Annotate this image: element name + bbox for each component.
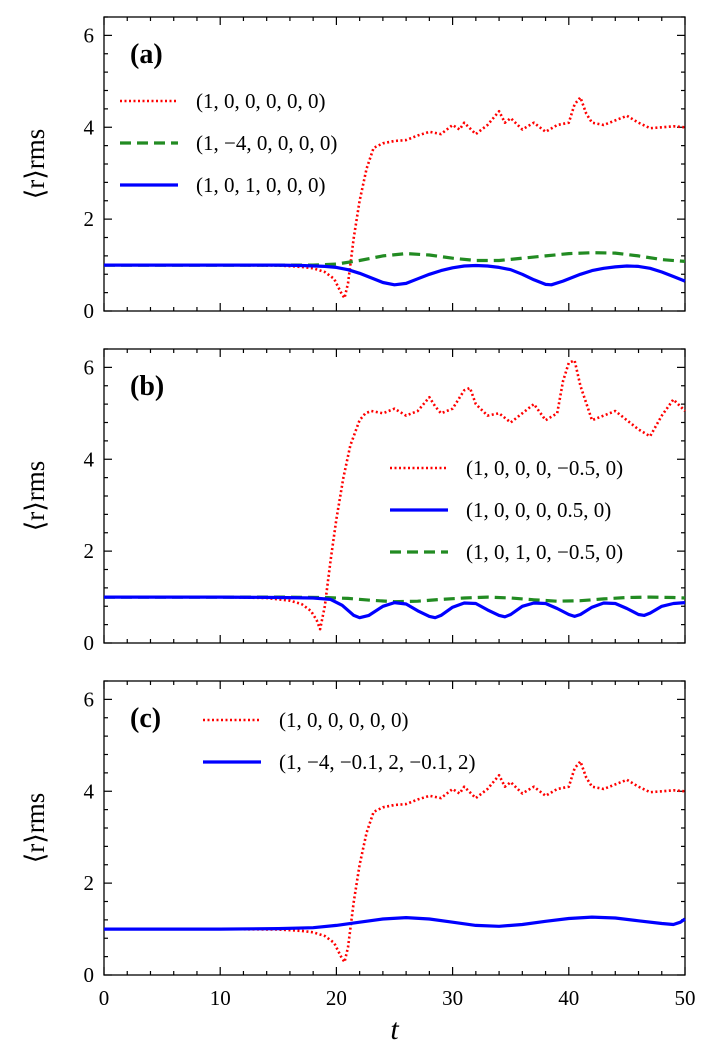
series-line xyxy=(104,96,686,300)
legend-label: (1, 0, 0, 0, 0, 0) xyxy=(279,708,409,732)
x-tick-labels: 0 10 20 30 40 50 xyxy=(99,986,696,1010)
y-tick-labels: 0 2 4 6 xyxy=(84,355,95,655)
y-tick-label: 0 xyxy=(84,963,95,987)
legend: (1, 0, 0, 0, 0, 0) (1, −4, −0.1, 2, −0.1… xyxy=(203,708,476,774)
y-tick-label: 4 xyxy=(84,115,95,139)
y-tick-label: 6 xyxy=(84,687,95,711)
y-tick-label: 0 xyxy=(84,299,95,323)
legend: (1, 0, 0, 0, −0.5, 0) (1, 0, 0, 0, 0.5, … xyxy=(390,456,623,564)
legend-label: (1, 0, 1, 0, 0, 0) xyxy=(196,173,326,197)
y-axis-label: ⟨r⟩rms xyxy=(20,129,50,200)
x-axis-label: t xyxy=(390,1013,399,1046)
y-tick-label: 6 xyxy=(84,355,95,379)
legend-label: (1, 0, 0, 0, −0.5, 0) xyxy=(466,456,623,480)
x-tick-label: 0 xyxy=(99,986,110,1010)
y-tick-label: 0 xyxy=(84,631,95,655)
panel-b: 0 2 4 6 ⟨r⟩rms (b) (1, 0, 0, 0, −0.5, 0)… xyxy=(20,348,686,655)
ticks xyxy=(103,348,686,644)
panel-label: (c) xyxy=(130,703,161,734)
y-axis-label: ⟨r⟩rms xyxy=(20,461,50,532)
y-tick-label: 2 xyxy=(84,207,95,231)
panel-label: (a) xyxy=(130,39,163,70)
panel-a: 0 2 4 6 ⟨r⟩rms (a) (1, 0, 0, 0, 0, 0) (1… xyxy=(20,16,686,323)
panel-label: (b) xyxy=(130,371,164,402)
y-tick-label: 4 xyxy=(84,447,95,471)
legend-label: (1, −4, 0, 0, 0, 0) xyxy=(196,131,337,155)
x-tick-label: 40 xyxy=(558,986,579,1010)
y-tick-labels: 0 2 4 6 xyxy=(84,687,95,987)
legend-label: (1, 0, 0, 0, 0.5, 0) xyxy=(466,498,611,522)
x-tick-label: 20 xyxy=(326,986,347,1010)
series-line xyxy=(104,251,686,267)
legend-label: (1, −4, −0.1, 2, −0.1, 2) xyxy=(279,750,476,774)
x-tick-label: 10 xyxy=(210,986,231,1010)
legend-label: (1, 0, 1, 0, −0.5, 0) xyxy=(466,540,623,564)
ticks xyxy=(103,680,686,976)
y-tick-label: 2 xyxy=(84,871,95,895)
series-lines xyxy=(104,96,686,300)
y-tick-label: 6 xyxy=(84,23,95,47)
series-lines xyxy=(104,760,686,964)
panel-c: 0 2 4 6 0 10 20 30 40 50 ⟨r⟩rms t (c) (1… xyxy=(20,680,696,1046)
legend-label: (1, 0, 0, 0, 0, 0) xyxy=(196,89,326,113)
y-axis-label: ⟨r⟩rms xyxy=(20,793,50,864)
plot-frame xyxy=(103,16,686,312)
series-line xyxy=(104,760,686,964)
series-line xyxy=(104,359,686,631)
series-line xyxy=(104,263,686,287)
series-line xyxy=(104,915,686,931)
x-tick-label: 30 xyxy=(442,986,463,1010)
y-tick-label: 4 xyxy=(84,779,95,803)
series-lines xyxy=(104,359,686,631)
series-line xyxy=(104,595,686,620)
y-tick-labels: 0 2 4 6 xyxy=(84,23,95,323)
legend: (1, 0, 0, 0, 0, 0) (1, −4, 0, 0, 0, 0) (… xyxy=(120,89,337,197)
y-tick-label: 2 xyxy=(84,539,95,563)
ticks xyxy=(103,16,686,312)
x-tick-label: 50 xyxy=(675,986,696,1010)
